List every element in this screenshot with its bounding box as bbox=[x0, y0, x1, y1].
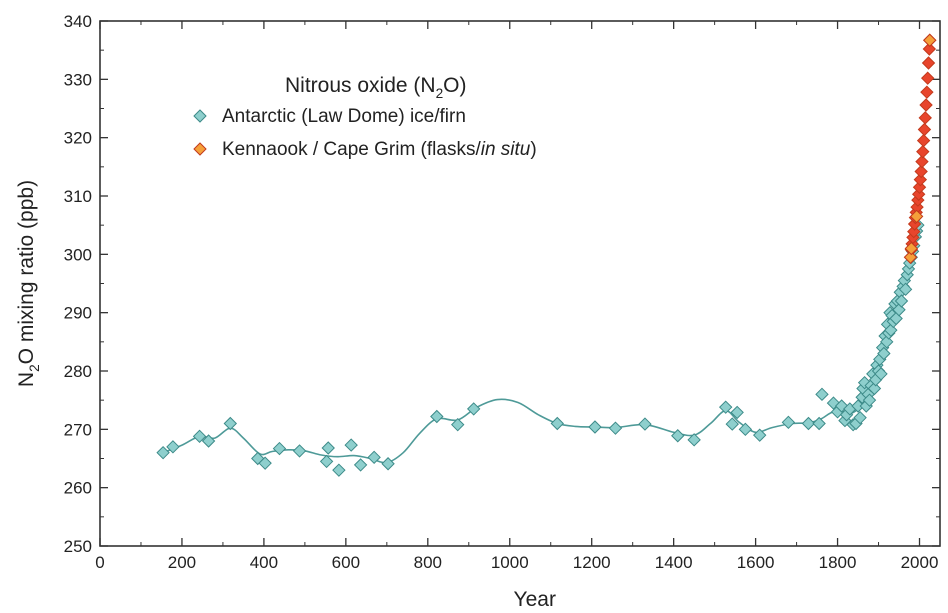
law-dome-point bbox=[815, 387, 829, 402]
law-dome-point bbox=[752, 428, 767, 442]
law-dome-point bbox=[451, 417, 465, 432]
legend-marker-1 bbox=[193, 109, 207, 123]
cape-grim-point bbox=[915, 154, 929, 169]
law-dome-point bbox=[201, 434, 216, 448]
legend-label-2: Kennaook / Cape Grim (flasks/in situ) bbox=[222, 139, 537, 160]
data-points-layer bbox=[156, 33, 937, 477]
law-dome-point bbox=[353, 458, 368, 472]
law-dome-point bbox=[834, 399, 849, 413]
smoothing-curve-layer bbox=[162, 225, 919, 464]
law-dome-point bbox=[894, 294, 909, 308]
law-dome-point bbox=[867, 381, 882, 396]
law-dome-point bbox=[332, 463, 346, 477]
cape-grim-point bbox=[916, 144, 930, 159]
y-tick-label: 320 bbox=[64, 129, 92, 148]
x-tick-label: 800 bbox=[414, 553, 442, 572]
cape-grim-point bbox=[920, 71, 935, 85]
y-tick-label: 300 bbox=[64, 245, 92, 264]
y-tick-label: 340 bbox=[64, 12, 92, 31]
legend-title: Nitrous oxide (N2​O) bbox=[285, 74, 466, 101]
law-dome-point bbox=[687, 433, 701, 447]
law-dome-point bbox=[812, 416, 826, 431]
legend-marker-2 bbox=[193, 142, 207, 156]
law-dome-point bbox=[880, 335, 894, 349]
x-tick-label: 0 bbox=[95, 553, 104, 572]
law-dome-point bbox=[862, 393, 877, 407]
x-tick-label: 1600 bbox=[737, 553, 775, 572]
law-dome-point bbox=[466, 402, 481, 416]
cape-grim-point bbox=[918, 111, 932, 125]
y-tick-label: 280 bbox=[64, 362, 92, 381]
cape-grim-point bbox=[917, 122, 932, 137]
law-dome-point bbox=[898, 282, 913, 297]
smoothing-curve-line bbox=[162, 225, 919, 464]
cape-grim-point bbox=[919, 98, 933, 112]
x-tick-label: 1200 bbox=[573, 553, 611, 572]
law-dome-point bbox=[877, 346, 891, 361]
law-dome-point bbox=[292, 444, 307, 458]
x-tick-label: 600 bbox=[332, 553, 360, 572]
law-dome-point bbox=[874, 367, 888, 381]
law-dome-point bbox=[725, 417, 739, 431]
law-dome-point bbox=[857, 375, 872, 390]
law-dome-point bbox=[166, 440, 180, 454]
x-tick-label: 400 bbox=[250, 553, 278, 572]
cape-grim-point bbox=[922, 42, 937, 56]
law-dome-point bbox=[192, 429, 207, 444]
law-dome-point bbox=[588, 420, 602, 434]
law-dome-point bbox=[718, 400, 733, 414]
law-dome-point bbox=[671, 429, 685, 443]
law-dome-point bbox=[344, 438, 358, 452]
cape-grim-point bbox=[911, 187, 926, 201]
cape-grim-point-highlight bbox=[903, 250, 918, 264]
axes: 0 200 400 600 800 1000 1200 1400 1600 1800 2000 250… bbox=[64, 12, 941, 572]
x-tick-label: 1800 bbox=[819, 553, 857, 572]
x-tick-label: 200 bbox=[168, 553, 196, 572]
x-tick-label: 2000 bbox=[901, 553, 939, 572]
cape-grim-point bbox=[907, 224, 921, 239]
legend: Nitrous oxide (N2​O) Antarctic (Law Dome)… bbox=[193, 74, 537, 160]
y-axis-title: N2​O mixing ratio (ppb) bbox=[15, 180, 42, 387]
law-dome-point bbox=[738, 422, 753, 437]
cape-grim-point-highlight bbox=[923, 33, 937, 47]
law-dome-point bbox=[801, 416, 816, 431]
y-tick-label: 330 bbox=[64, 70, 92, 89]
axis-labels: Year N2​O mixing ratio (ppb) bbox=[15, 180, 556, 611]
legend-label-1: Antarctic (Law Dome) ice/firn bbox=[222, 106, 466, 127]
law-dome-point bbox=[156, 445, 170, 460]
law-dome-point bbox=[608, 421, 623, 435]
x-tick-label: 1000 bbox=[491, 553, 529, 572]
plot-frame bbox=[99, 20, 941, 547]
law-dome-point bbox=[272, 441, 287, 456]
law-dome-point bbox=[730, 405, 744, 420]
x-axis-title: Year bbox=[514, 588, 556, 611]
law-dome-point bbox=[367, 450, 381, 465]
law-dome-point bbox=[430, 409, 444, 424]
cape-grim-point bbox=[914, 164, 928, 179]
cape-grim-point-highlight bbox=[904, 241, 919, 256]
y-tick-label: 270 bbox=[64, 420, 92, 439]
cape-grim-point bbox=[912, 180, 927, 194]
law-dome-point bbox=[781, 415, 796, 430]
cape-grim-point bbox=[920, 85, 934, 99]
cape-grim-point-highlight bbox=[909, 209, 924, 224]
y-tick-label: 290 bbox=[64, 304, 92, 323]
law-dome-point bbox=[321, 441, 335, 455]
law-dome-point bbox=[258, 456, 272, 470]
cape-grim-point bbox=[921, 56, 936, 70]
law-dome-point bbox=[319, 454, 334, 469]
law-dome-point bbox=[223, 416, 238, 431]
cape-grim-point bbox=[916, 133, 931, 148]
y-tick-label: 250 bbox=[64, 537, 92, 556]
law-dome-point bbox=[638, 417, 652, 431]
cape-grim-point bbox=[913, 172, 928, 187]
y-tick-label: 260 bbox=[64, 479, 92, 498]
law-dome-point bbox=[853, 410, 867, 425]
x-tick-label: 1400 bbox=[655, 553, 693, 572]
y-tick-label: 310 bbox=[64, 187, 92, 206]
law-dome-point bbox=[550, 416, 564, 431]
law-dome-point bbox=[381, 457, 395, 471]
